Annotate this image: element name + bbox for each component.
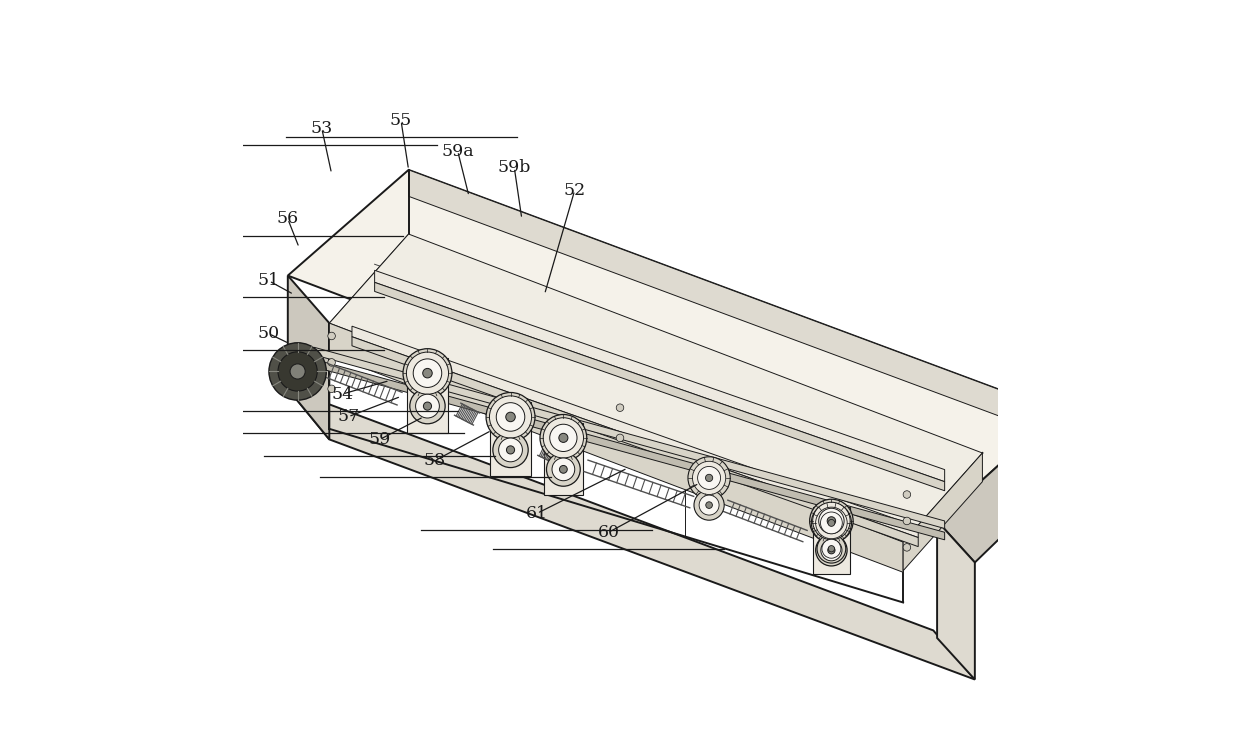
Circle shape — [903, 491, 910, 498]
Polygon shape — [374, 282, 945, 491]
Circle shape — [269, 343, 326, 400]
Circle shape — [706, 502, 713, 508]
Circle shape — [828, 546, 835, 552]
Circle shape — [698, 467, 720, 489]
Text: 60: 60 — [598, 524, 620, 541]
Circle shape — [811, 503, 852, 543]
Polygon shape — [330, 234, 409, 355]
Circle shape — [616, 404, 624, 411]
Circle shape — [543, 418, 584, 458]
Text: 52: 52 — [563, 182, 585, 199]
Text: 61: 61 — [526, 505, 548, 522]
Circle shape — [327, 359, 335, 366]
Polygon shape — [352, 337, 919, 547]
Circle shape — [327, 385, 335, 393]
Text: 53: 53 — [311, 120, 332, 137]
Text: 59b: 59b — [497, 159, 531, 176]
Circle shape — [812, 502, 851, 540]
Polygon shape — [352, 326, 919, 538]
Circle shape — [828, 547, 835, 554]
Circle shape — [403, 349, 451, 398]
Circle shape — [498, 438, 522, 462]
Polygon shape — [409, 170, 1058, 438]
Circle shape — [822, 539, 841, 558]
Circle shape — [423, 368, 433, 378]
Circle shape — [490, 396, 532, 438]
Text: 57: 57 — [337, 408, 360, 425]
Circle shape — [821, 512, 842, 534]
Text: 59: 59 — [368, 431, 391, 448]
Circle shape — [423, 402, 432, 410]
Polygon shape — [407, 358, 448, 433]
Polygon shape — [374, 270, 945, 482]
Circle shape — [547, 452, 580, 486]
Circle shape — [827, 516, 836, 525]
Circle shape — [616, 434, 624, 442]
Polygon shape — [288, 389, 975, 680]
Text: 56: 56 — [277, 211, 299, 227]
Text: 50: 50 — [258, 325, 280, 342]
Circle shape — [413, 359, 441, 387]
Circle shape — [486, 393, 534, 442]
Circle shape — [706, 474, 713, 482]
Circle shape — [496, 402, 525, 431]
Text: 58: 58 — [424, 452, 446, 469]
Circle shape — [506, 412, 516, 422]
Polygon shape — [813, 507, 849, 574]
Circle shape — [688, 457, 730, 499]
Circle shape — [409, 388, 445, 424]
Circle shape — [407, 352, 449, 394]
Polygon shape — [330, 323, 903, 572]
Circle shape — [559, 433, 568, 442]
Circle shape — [278, 352, 317, 391]
Circle shape — [816, 535, 847, 566]
Polygon shape — [490, 402, 531, 476]
Circle shape — [828, 519, 835, 526]
Circle shape — [821, 540, 842, 561]
Circle shape — [817, 535, 846, 563]
Polygon shape — [330, 234, 982, 542]
Circle shape — [818, 508, 844, 534]
Circle shape — [415, 394, 439, 418]
Polygon shape — [544, 424, 583, 495]
Polygon shape — [288, 276, 330, 439]
Text: 54: 54 — [331, 386, 353, 402]
Circle shape — [694, 490, 724, 520]
Circle shape — [816, 507, 847, 539]
Circle shape — [552, 458, 574, 481]
Polygon shape — [314, 359, 945, 540]
Polygon shape — [937, 411, 1096, 562]
Circle shape — [492, 432, 528, 467]
Text: 51: 51 — [258, 273, 280, 289]
Circle shape — [549, 424, 577, 451]
Polygon shape — [288, 170, 1058, 521]
Circle shape — [506, 445, 515, 454]
Circle shape — [327, 332, 335, 340]
Polygon shape — [314, 347, 945, 528]
Circle shape — [903, 517, 910, 525]
Circle shape — [539, 414, 587, 461]
Polygon shape — [937, 521, 975, 680]
Text: 59a: 59a — [441, 143, 474, 159]
Text: 55: 55 — [389, 112, 412, 129]
Circle shape — [559, 465, 567, 473]
Circle shape — [692, 461, 725, 495]
Circle shape — [810, 499, 853, 543]
Circle shape — [290, 364, 305, 379]
Circle shape — [903, 544, 910, 551]
Circle shape — [699, 495, 719, 515]
Polygon shape — [903, 453, 982, 571]
